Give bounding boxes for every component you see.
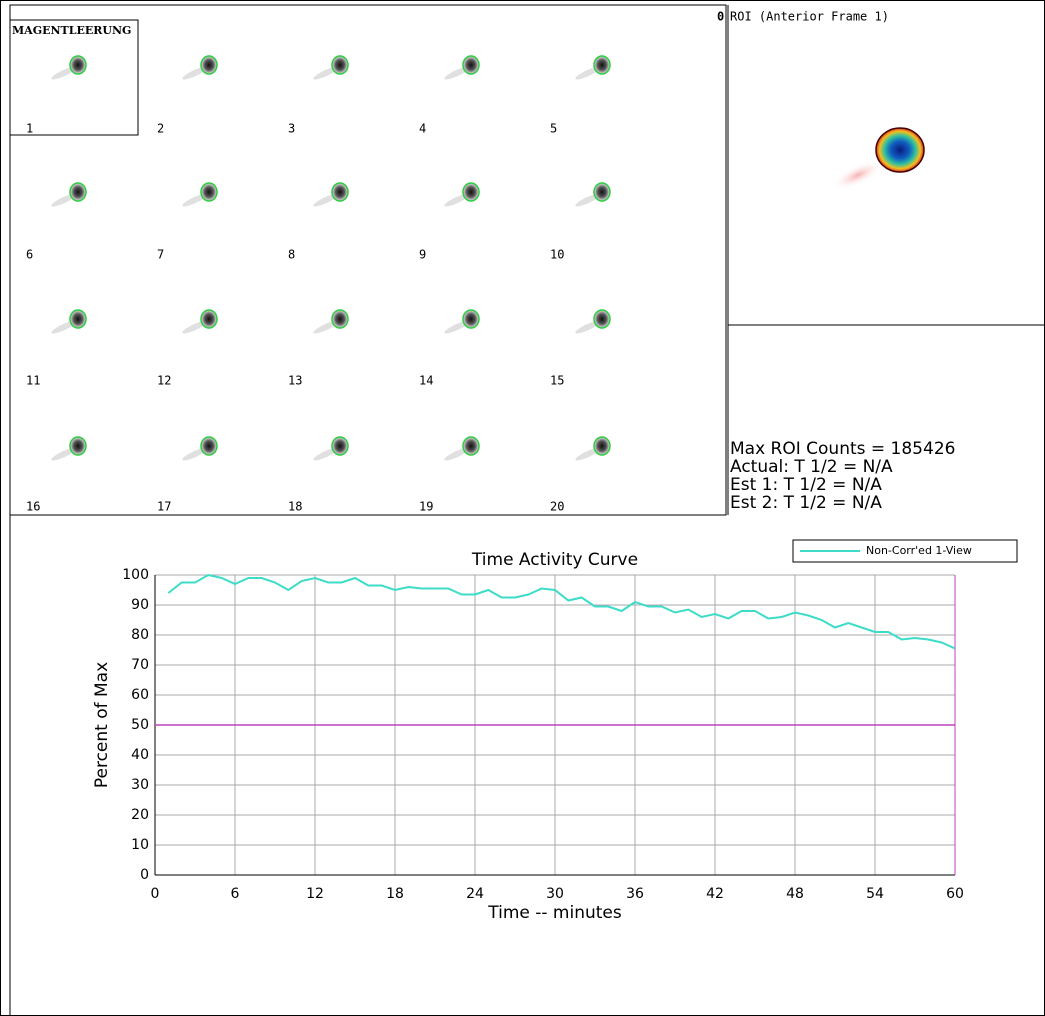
- x-tick-label: 6: [231, 886, 240, 902]
- y-tick-label: 80: [131, 627, 149, 643]
- stat-line: Est 1: T 1/2 = N/A: [730, 475, 882, 495]
- frame-label: 19: [419, 500, 433, 514]
- y-tick-label: 30: [131, 777, 149, 793]
- roi-marker: 0: [717, 10, 724, 24]
- y-tick-label: 20: [131, 807, 149, 823]
- chart: Time Activity Curve Percent of Max Time --…: [92, 539, 1018, 923]
- frame-image: [593, 309, 611, 329]
- frame-label: 5: [550, 122, 557, 136]
- x-tick-label: 54: [866, 886, 884, 902]
- frame-image: [331, 436, 349, 456]
- chart-title: Time Activity Curve: [471, 550, 638, 570]
- frame-image: [69, 182, 87, 202]
- frame-label: 10: [550, 248, 564, 262]
- legend-box: [792, 539, 1018, 563]
- frame-label: 11: [26, 374, 40, 388]
- frame-image: [69, 309, 87, 329]
- frame-image: [593, 436, 611, 456]
- y-axis-label: Percent of Max: [92, 662, 112, 788]
- x-tick-label: 30: [546, 886, 564, 902]
- frame-image: [200, 55, 218, 75]
- x-tick-label: 0: [151, 886, 160, 902]
- x-tick-label: 12: [306, 886, 324, 902]
- frame-label: 20: [550, 500, 564, 514]
- frame-1-box: [9, 19, 139, 136]
- frame-image: [462, 55, 480, 75]
- frame-image: [593, 182, 611, 202]
- frames-panel: [9, 4, 727, 516]
- roi-title: ROI (Anterior Frame 1): [730, 10, 889, 24]
- roi-image: [875, 127, 925, 173]
- frame-image: [593, 55, 611, 75]
- roi-smear: [832, 160, 884, 190]
- frame-label: 2: [157, 122, 164, 136]
- frame-label: 7: [157, 248, 164, 262]
- x-axis-label: Time -- minutes: [487, 903, 622, 923]
- frame-label: 14: [419, 374, 433, 388]
- frame-label: 16: [26, 500, 40, 514]
- frame-label: 4: [419, 122, 426, 136]
- y-tick-label: 50: [131, 717, 149, 733]
- stat-line: Est 2: T 1/2 = N/A: [730, 493, 882, 513]
- frame-label: 9: [419, 248, 426, 262]
- x-tick-label: 60: [946, 886, 964, 902]
- frame-image: [200, 309, 218, 329]
- x-tick-label: 18: [386, 886, 404, 902]
- frame-label: 17: [157, 500, 171, 514]
- y-tick-label: 100: [122, 567, 149, 583]
- frame-image: [200, 182, 218, 202]
- x-tick-label: 42: [706, 886, 724, 902]
- x-tick-label: 48: [786, 886, 804, 902]
- legend-label: Non-Corr'ed 1-View: [866, 544, 972, 557]
- y-tick-label: 70: [131, 657, 149, 673]
- frame-image: [200, 436, 218, 456]
- frame-image: [69, 55, 87, 75]
- frame-label: 13: [288, 374, 302, 388]
- frame-label: 8: [288, 248, 295, 262]
- frame-image: [462, 436, 480, 456]
- frame-image: [331, 182, 349, 202]
- frame-image: [69, 436, 87, 456]
- x-tick-label: 36: [626, 886, 644, 902]
- panel-title: MAGENTLEERUNG: [12, 24, 131, 37]
- frame-image: [331, 309, 349, 329]
- stat-line: Actual: T 1/2 = N/A: [730, 457, 893, 477]
- frame-label: 12: [157, 374, 171, 388]
- frame-image: [331, 55, 349, 75]
- x-tick-label: 24: [466, 886, 484, 902]
- frame-image: [462, 182, 480, 202]
- y-tick-label: 0: [140, 867, 149, 883]
- y-tick-label: 10: [131, 837, 149, 853]
- frame-label: 18: [288, 500, 302, 514]
- series-line: [167, 573, 956, 650]
- stat-line: Max ROI Counts = 185426: [730, 439, 955, 459]
- y-tick-label: 90: [131, 597, 149, 613]
- y-tick-label: 40: [131, 747, 149, 763]
- y-tick-label: 60: [131, 687, 149, 703]
- frame-label: 15: [550, 374, 564, 388]
- frame-label: 1: [26, 122, 33, 136]
- frame-label: 3: [288, 122, 295, 136]
- frame-label: 6: [26, 248, 33, 262]
- frame-image: [462, 309, 480, 329]
